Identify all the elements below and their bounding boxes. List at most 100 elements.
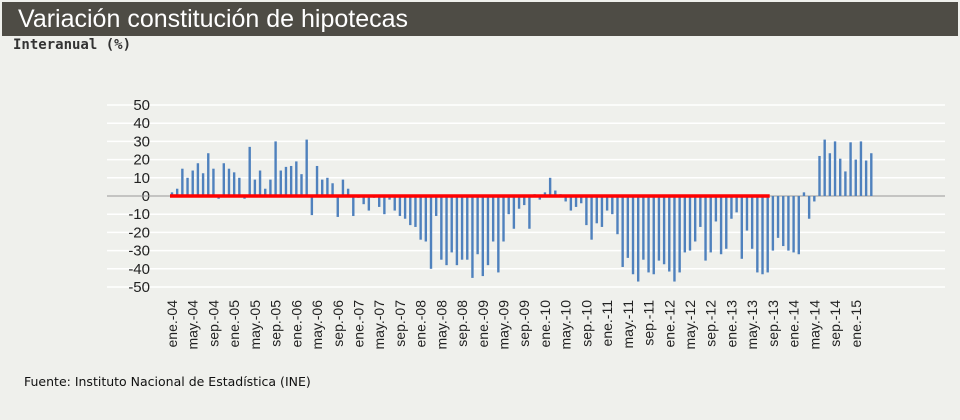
bar: [813, 196, 816, 202]
bar: [450, 196, 453, 253]
bar: [321, 179, 324, 196]
bar: [481, 196, 484, 277]
bar: [740, 196, 743, 259]
bar: [745, 196, 749, 231]
x-tick-label: sep.-08: [454, 300, 470, 347]
bar: [735, 196, 738, 213]
x-tick-label: may.-10: [558, 300, 574, 350]
bar: [569, 196, 573, 211]
bar: [543, 192, 547, 196]
x-tick-label: may.-04: [185, 300, 201, 350]
bar: [699, 196, 702, 227]
bar: [191, 170, 194, 196]
bar: [222, 163, 225, 196]
bar: [336, 196, 339, 217]
x-tick-label: sep.-12: [703, 300, 719, 347]
bar: [849, 142, 852, 196]
bar: [331, 183, 334, 196]
bar: [797, 196, 800, 255]
bar: [352, 196, 355, 217]
bar: [585, 196, 588, 226]
y-tick-label: -20: [128, 224, 150, 241]
bar: [300, 174, 303, 196]
bar: [595, 196, 598, 224]
bar: [362, 196, 365, 205]
bar: [870, 153, 873, 196]
x-tick-label: sep.-10: [578, 300, 594, 347]
x-tick-label: ene.-11: [599, 300, 615, 347]
bar: [662, 196, 666, 265]
bar: [409, 196, 412, 226]
bar: [839, 158, 842, 196]
bar: [253, 179, 257, 196]
bar: [507, 196, 510, 215]
bar: [574, 196, 578, 207]
bar: [378, 196, 381, 207]
bar: [269, 179, 272, 196]
bar: [590, 196, 593, 240]
y-tick-label: -40: [128, 261, 150, 278]
bar: [564, 196, 567, 202]
bar: [611, 196, 614, 215]
bar: [528, 196, 531, 229]
x-tick-label: may.-07: [371, 300, 387, 350]
bar: [600, 196, 604, 227]
bar: [284, 166, 288, 196]
y-tick-label: 40: [133, 115, 150, 132]
bar: [289, 165, 293, 196]
bar: [714, 196, 718, 222]
bar: [186, 177, 189, 196]
bar: [393, 196, 396, 211]
bar: [693, 196, 697, 242]
x-tick-label: ene.-05: [226, 300, 242, 348]
bar: [673, 196, 676, 282]
bar: [181, 168, 184, 196]
bar: [761, 196, 764, 275]
x-tick-label: may.-08: [433, 300, 449, 350]
source-note: Fuente: Instituto Nacional de Estadístic…: [24, 374, 311, 389]
bar: [854, 159, 857, 196]
x-tick-label: ene.-10: [537, 300, 553, 348]
y-tick-label: 20: [133, 152, 150, 169]
x-tick-label: ene.-15: [848, 300, 864, 348]
x-tick-label: sep.-05: [268, 300, 284, 347]
bar: [315, 165, 319, 196]
bar: [212, 168, 215, 196]
x-tick-label: ene.-06: [288, 300, 304, 348]
bar: [776, 196, 780, 238]
bar: [403, 196, 407, 219]
bar: [264, 188, 267, 196]
bar: [605, 196, 609, 211]
bar: [175, 188, 179, 196]
bar: [709, 196, 712, 253]
bar: [258, 170, 262, 196]
bar: [398, 196, 402, 217]
bar: [621, 196, 624, 267]
bar: [502, 196, 505, 242]
bar: [512, 196, 516, 229]
x-tick-label: sep.-07: [392, 300, 408, 347]
bar: [642, 196, 645, 260]
bar: [823, 139, 826, 196]
bar: [170, 192, 174, 196]
x-tick-label: may.-05: [247, 300, 263, 350]
bar: [491, 196, 495, 242]
bar: [517, 196, 521, 209]
y-tick-label: -30: [128, 243, 150, 260]
bar: [326, 177, 329, 196]
bar: [580, 196, 583, 204]
bar: [497, 196, 500, 273]
bar: [668, 196, 671, 272]
bar: [756, 196, 759, 273]
bar: [637, 196, 640, 282]
x-tick-label: ene.-08: [413, 300, 429, 348]
y-tick-label: 30: [133, 133, 150, 150]
bar: [844, 171, 847, 196]
bar: [807, 196, 811, 219]
bar: [486, 196, 490, 266]
bar: [782, 196, 785, 247]
x-tick-label: sep.-06: [330, 300, 346, 347]
bar: [750, 196, 754, 249]
bar: [429, 196, 433, 269]
